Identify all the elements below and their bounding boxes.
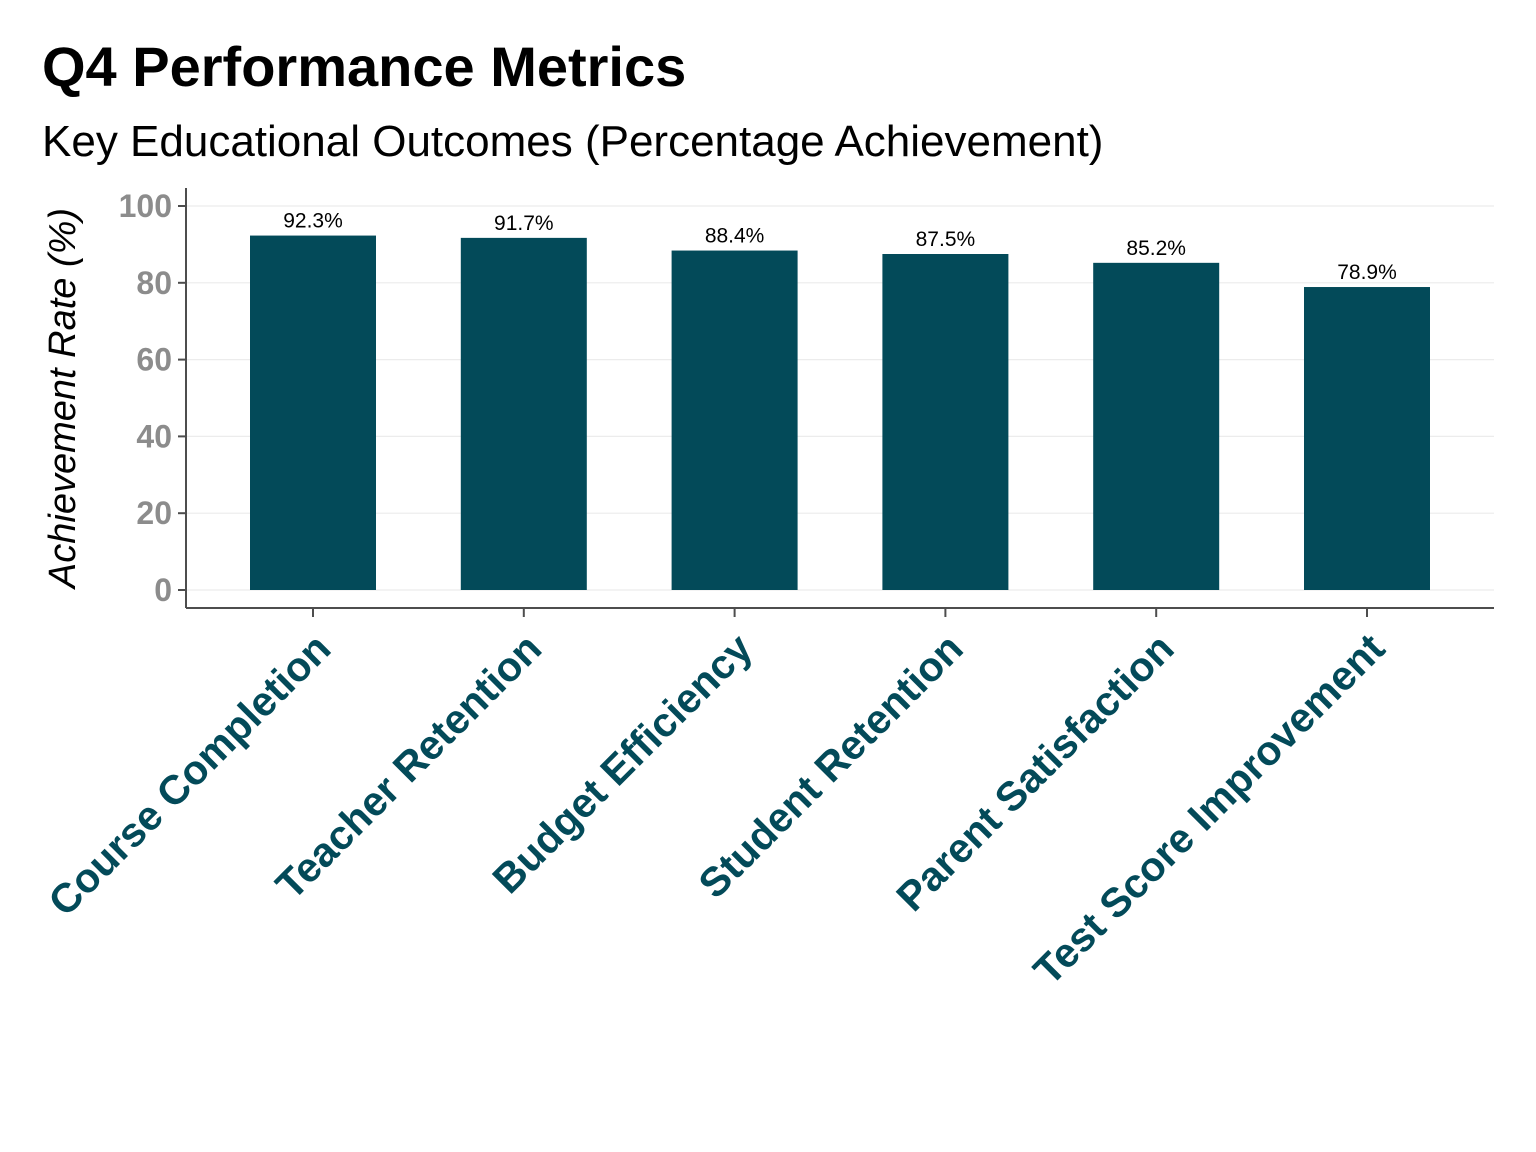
bar: [1304, 287, 1430, 590]
x-tick-label: Test Score Improvement: [1025, 625, 1394, 994]
data-label: 87.5%: [916, 228, 976, 251]
bar: [671, 250, 798, 590]
gridlines: [186, 205, 1494, 591]
axes: [178, 188, 1494, 617]
y-tick-label: 20: [136, 495, 172, 531]
data-label: 92.3%: [283, 210, 343, 233]
y-tick-label: 80: [136, 265, 172, 301]
chart-title: Q4 Performance Metrics: [42, 35, 686, 98]
bar: [460, 237, 587, 590]
bar: [882, 254, 1009, 590]
chart-subtitle: Key Educational Outcomes (Percentage Ach…: [42, 117, 1103, 166]
data-label: 78.9%: [1337, 261, 1397, 284]
y-tick-label: 0: [154, 572, 172, 608]
y-axis-label: Achievement Rate (%): [42, 208, 84, 590]
bar: [1093, 262, 1220, 590]
bars: [250, 235, 1430, 590]
y-tick-label: 60: [136, 342, 172, 378]
y-tick-label: 100: [119, 188, 172, 224]
bar: [250, 235, 376, 590]
y-tick-label: 40: [136, 418, 172, 454]
data-label: 91.7%: [494, 212, 554, 235]
data-label: 88.4%: [705, 225, 765, 248]
data-label: 85.2%: [1126, 237, 1186, 260]
